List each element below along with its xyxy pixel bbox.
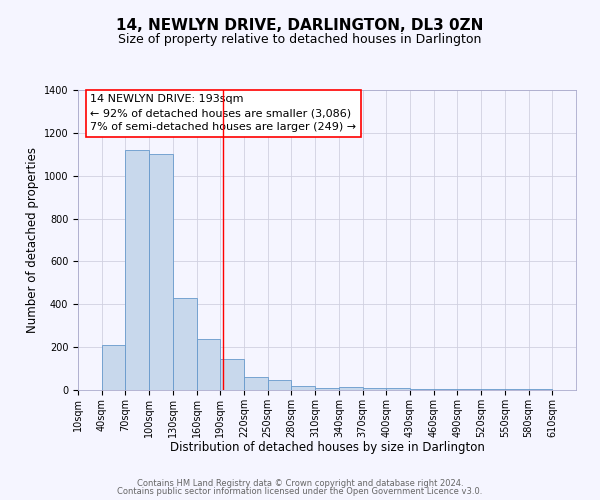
Bar (149, 154, 173, 390)
Bar (434, 389, 457, 390)
Bar (268, 380, 292, 390)
Bar (410, 389, 434, 390)
Bar (315, 388, 339, 390)
Bar (102, 345, 125, 390)
Text: 14 NEWLYN DRIVE: 193sqm
← 92% of detached houses are smaller (3,086)
7% of semi-: 14 NEWLYN DRIVE: 193sqm ← 92% of detache… (91, 94, 356, 132)
X-axis label: Distribution of detached houses by size in Darlington: Distribution of detached houses by size … (170, 441, 484, 454)
Bar (125, 150, 149, 390)
Text: 14, NEWLYN DRIVE, DARLINGTON, DL3 0ZN: 14, NEWLYN DRIVE, DARLINGTON, DL3 0ZN (116, 18, 484, 32)
Bar (220, 359, 244, 390)
Bar (362, 388, 386, 390)
Bar (173, 298, 197, 390)
Bar (457, 389, 481, 390)
Bar (292, 386, 315, 390)
Bar (339, 387, 362, 390)
Text: Size of property relative to detached houses in Darlington: Size of property relative to detached ho… (118, 32, 482, 46)
Bar (197, 338, 220, 390)
Text: Contains public sector information licensed under the Open Government Licence v3: Contains public sector information licen… (118, 487, 482, 496)
Y-axis label: Number of detached properties: Number of detached properties (26, 147, 40, 333)
Text: Contains HM Land Registry data © Crown copyright and database right 2024.: Contains HM Land Registry data © Crown c… (137, 478, 463, 488)
Bar (244, 377, 268, 390)
Bar (386, 388, 410, 390)
